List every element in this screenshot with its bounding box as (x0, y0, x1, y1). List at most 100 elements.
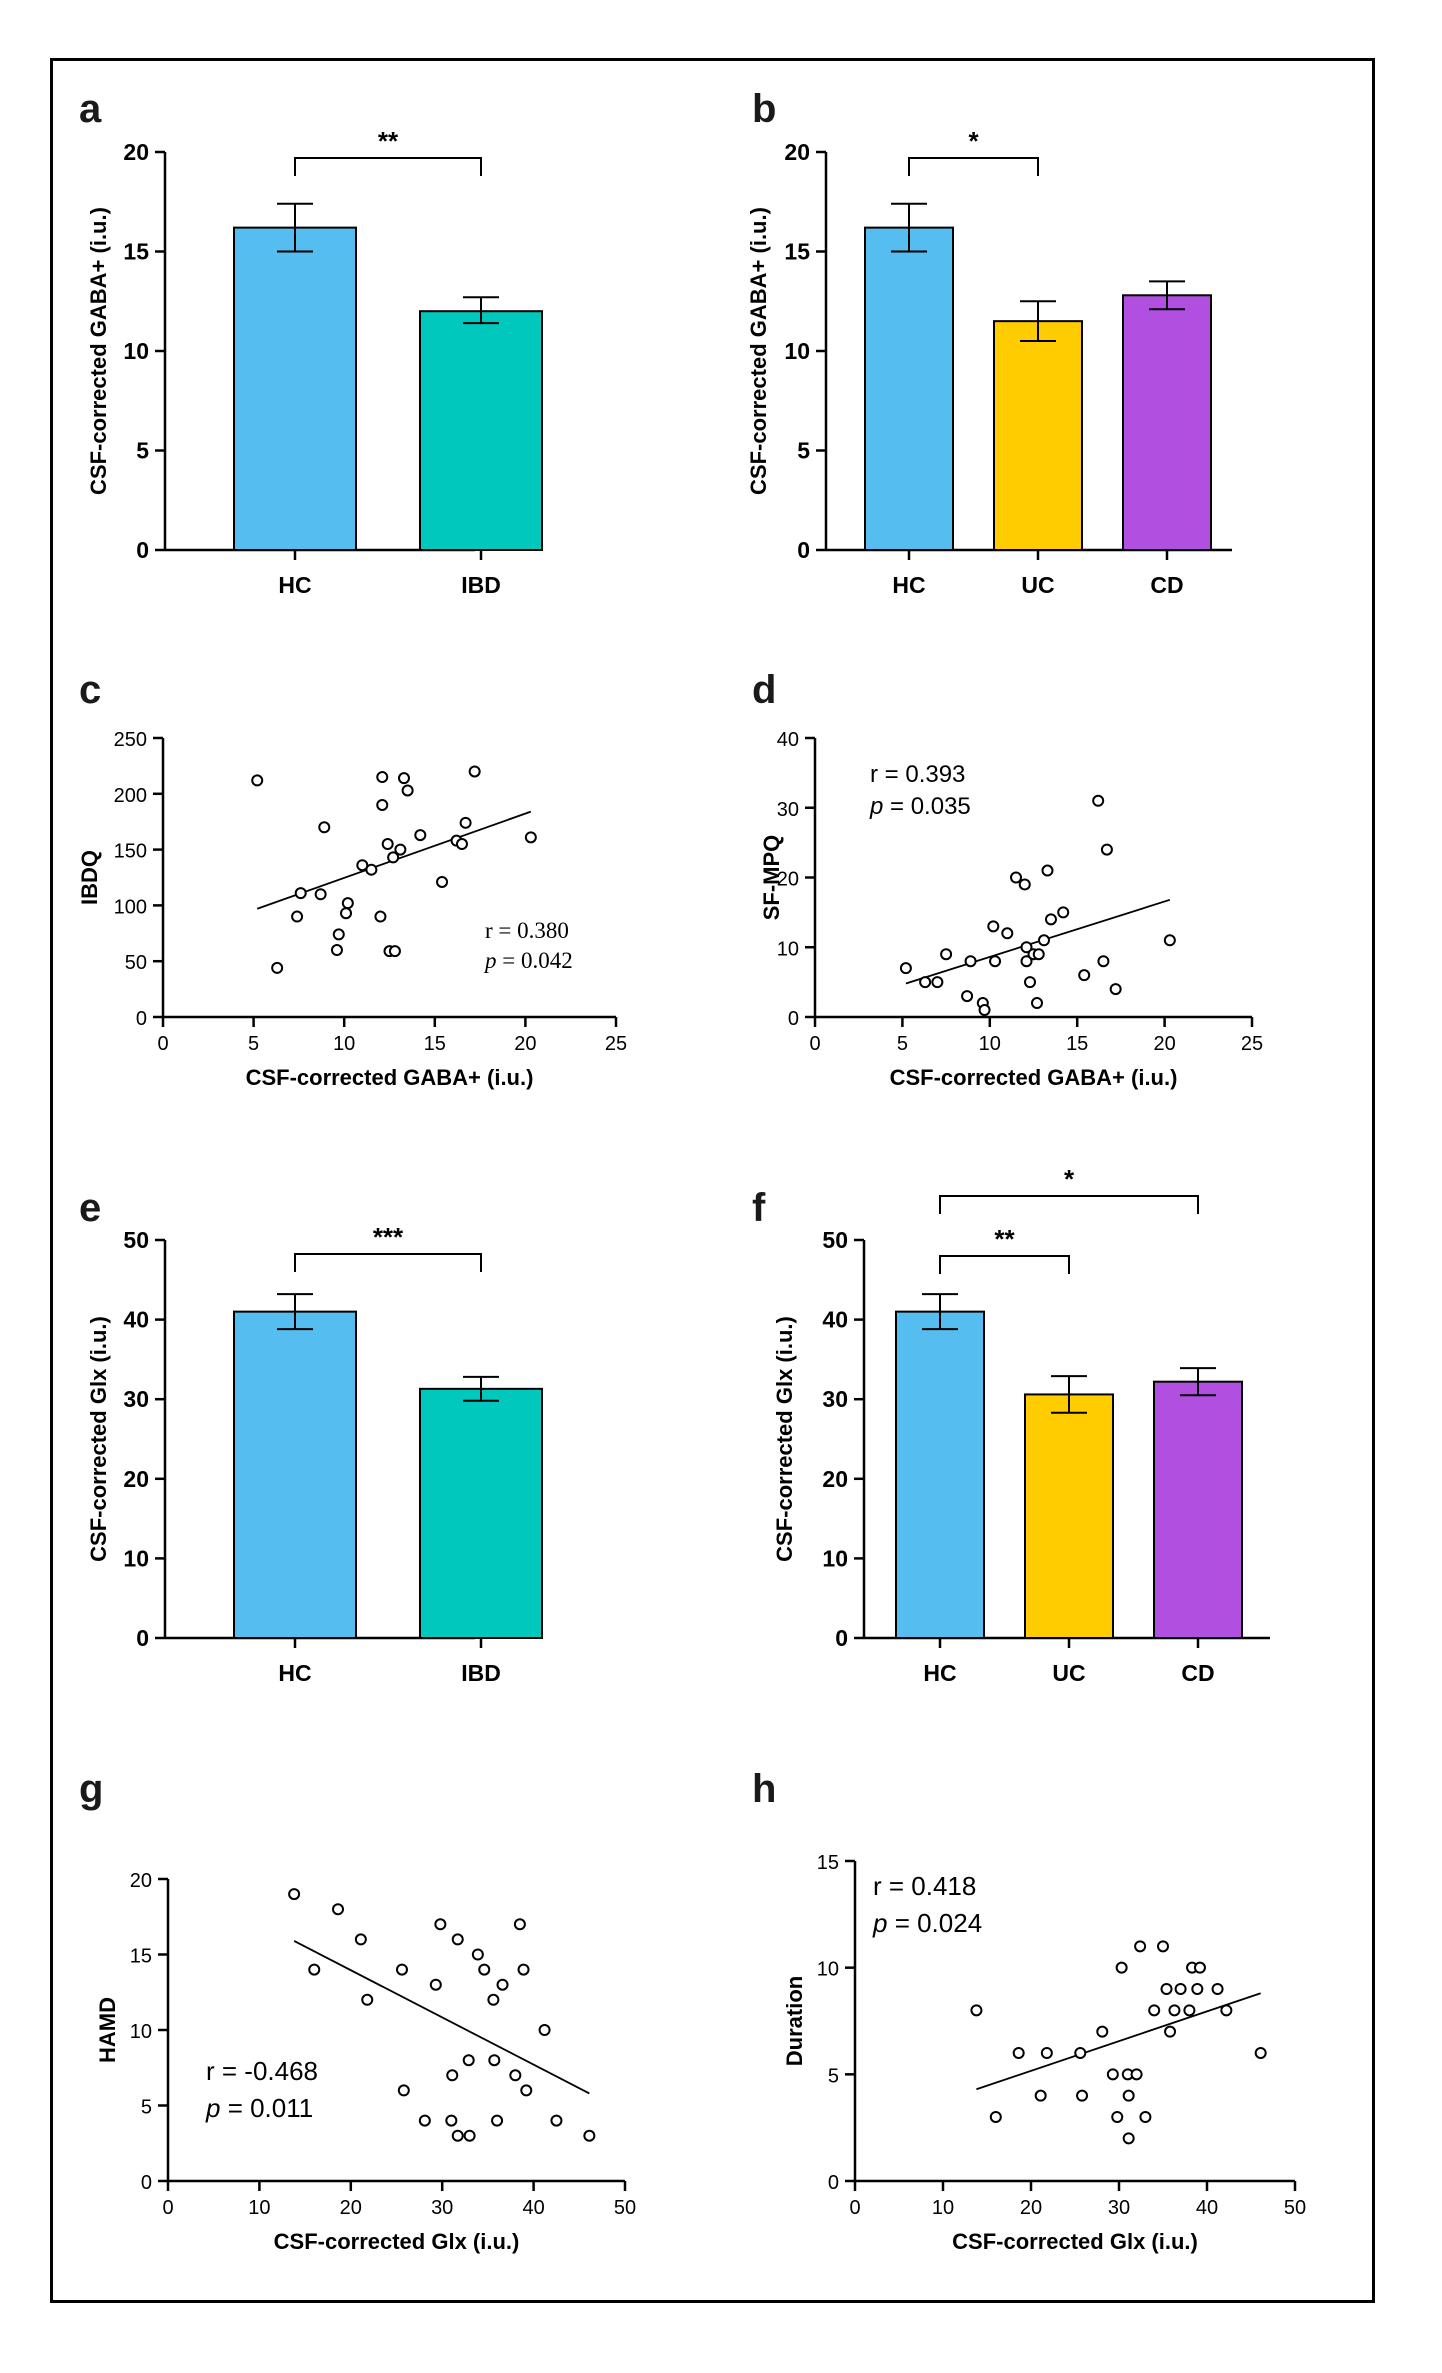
chart-h: 0 5 10 15 Duration 0 10 20 30 40 50 CSF-corrected G… (782, 1852, 1306, 2254)
x-tick-label: 15 (1066, 1033, 1088, 1055)
data-point (462, 2054, 475, 2067)
x-tick-label: 20 (340, 2197, 362, 2219)
p-symbol: p (872, 1908, 887, 1938)
data-point (436, 875, 449, 888)
data-point (1020, 941, 1033, 954)
x-tick-label: 50 (614, 2197, 636, 2219)
x-tick-label: 10 (979, 1033, 1001, 1055)
x-tick-label: 30 (431, 2197, 453, 2219)
data-point (1193, 1961, 1206, 1974)
panel-letter-g: g (79, 1767, 103, 1811)
y-tick-label: 10 (817, 1959, 839, 1981)
data-point (291, 910, 304, 923)
y-tick-label: 5 (136, 438, 149, 464)
correlation-r: r = 0.393 (870, 761, 965, 788)
p-symbol: p (483, 948, 497, 973)
data-point (451, 1933, 464, 1946)
bar-cd (1122, 294, 1212, 551)
x-tick-label-hc: HC (892, 572, 925, 598)
data-point (517, 1963, 530, 1976)
y-tick-label: 5 (141, 2097, 152, 2119)
p-value: = 0.042 (497, 948, 573, 973)
data-point (1122, 2132, 1135, 2145)
x-tick-label: 0 (809, 1033, 820, 1055)
p-symbol: p (205, 2093, 220, 2123)
data-point (463, 2129, 476, 2142)
y-tick-label: 40 (777, 729, 799, 751)
data-point (445, 2114, 458, 2127)
y-tick-label: 20 (130, 1870, 152, 1892)
y-tick-label: 40 (123, 1307, 149, 1333)
data-point (1078, 969, 1091, 982)
data-point (1041, 864, 1054, 877)
data-point (1037, 934, 1050, 947)
y-tick-label: 0 (136, 537, 149, 563)
data-point (496, 1978, 509, 1991)
data-point (354, 1933, 367, 1946)
data-point (294, 887, 307, 900)
y-tick-label: 0 (788, 1008, 799, 1030)
data-point (1074, 2047, 1087, 2059)
data-point (388, 945, 401, 958)
data-point (899, 962, 912, 975)
data-point (1254, 2047, 1267, 2059)
y-tick-label: 50 (822, 1227, 848, 1253)
bar-hc (864, 226, 954, 551)
data-point (1034, 2089, 1047, 2102)
x-tick-label: 10 (333, 1033, 355, 1055)
data-point (583, 2129, 596, 2142)
data-point (520, 2084, 533, 2097)
data-point (940, 948, 953, 961)
y-tick-label: 20 (777, 869, 799, 891)
chart-c: 0 50 100 150 200 250 IBDQ 0 5 10 15 20 25 CSF-correct… (77, 729, 627, 1090)
y-tick-label: 15 (784, 239, 810, 265)
data-point (361, 1993, 374, 2006)
data-point (471, 1948, 484, 1961)
data-point (1020, 955, 1033, 968)
data-point (397, 2084, 410, 2097)
data-point (1096, 2025, 1109, 2038)
data-point (332, 1903, 345, 1916)
data-point (1001, 927, 1014, 940)
data-point (1097, 955, 1110, 968)
data-point (1211, 1983, 1224, 1995)
y-tick-label: 30 (123, 1386, 149, 1412)
data-point (1012, 2047, 1025, 2059)
correlation-p: p = 0.024 (872, 1908, 982, 1938)
x-tick-label-hc: HC (923, 1660, 956, 1686)
x-tick-label: 25 (1241, 1033, 1263, 1055)
data-point (381, 838, 394, 851)
data-point (376, 798, 389, 811)
data-point (1160, 1983, 1173, 1995)
y-tick-label: 10 (784, 338, 810, 364)
data-point (434, 1918, 447, 1931)
data-point (491, 2114, 504, 2127)
x-tick-label-cd: CD (1150, 572, 1183, 598)
x-tick-label: 20 (1020, 2197, 1042, 2219)
significance-bracket (939, 1255, 1070, 1274)
y-tick-label: 0 (835, 1625, 848, 1651)
data-point (989, 2111, 1002, 2123)
y-tick-label: 30 (822, 1386, 848, 1412)
data-point (332, 928, 345, 941)
x-tick-label: 10 (248, 2197, 270, 2219)
y-tick-label: 250 (114, 729, 147, 751)
x-tick-label: 25 (605, 1033, 627, 1055)
data-point (1106, 2068, 1119, 2081)
panel-letter-c: c (79, 668, 101, 712)
data-point (961, 990, 974, 1003)
data-point (538, 2024, 551, 2036)
data-point (318, 821, 331, 834)
y-tick-label: 0 (136, 1008, 147, 1030)
data-point (931, 976, 944, 989)
data-point (251, 774, 264, 787)
y-tick-label: 20 (784, 139, 810, 165)
y-tick-label: 20 (123, 1466, 149, 1492)
y-axis-label: CSF-corrected GABA+ (i.u.) (86, 207, 111, 495)
data-point (1076, 2089, 1089, 2102)
data-point (1191, 1983, 1204, 1995)
x-tick-label: 20 (514, 1033, 536, 1055)
data-point (330, 944, 343, 957)
x-tick-label: 10 (932, 2197, 954, 2219)
data-point (271, 961, 284, 974)
